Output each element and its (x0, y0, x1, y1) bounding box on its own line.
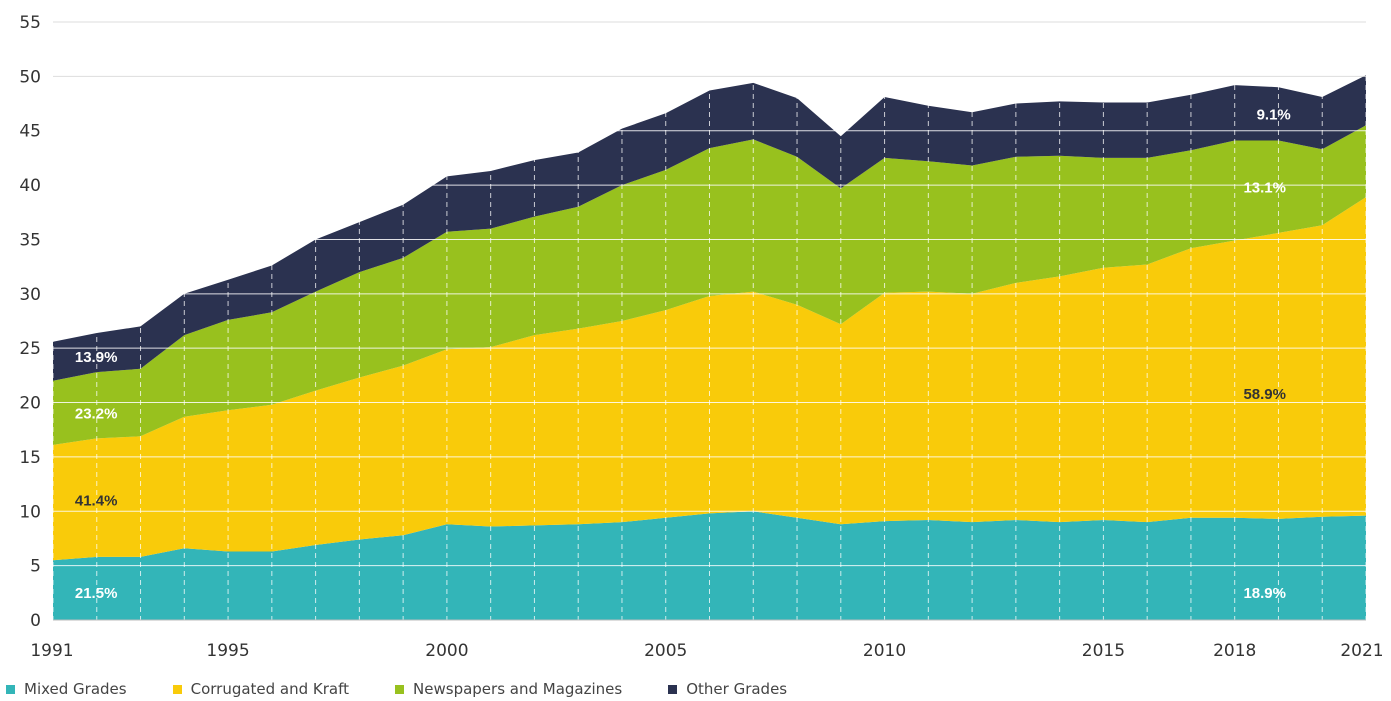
legend-item: Other Grades (668, 680, 787, 698)
y-tick-label: 5 (30, 557, 41, 577)
annotation-layer: 21.5% 41.4% 23.2% 13.9% 18.9% 58.9% 13.1% 9.1% (75, 106, 1291, 601)
x-tick-label: 2010 (863, 641, 906, 661)
area-corrugated-and-kraft (53, 197, 1366, 561)
x-tick-label: 2015 (1082, 641, 1125, 661)
x-tick-label: 1995 (206, 641, 249, 661)
legend-item: Newspapers and Magazines (395, 680, 622, 698)
y-tick-label: 35 (19, 230, 41, 250)
percent-label: 9.1% (1257, 106, 1291, 123)
legend-swatch (395, 684, 405, 694)
x-tick-label: 2021 (1340, 641, 1383, 661)
y-axis: 0 5 10 15 20 25 30 35 40 45 50 55 (19, 13, 41, 631)
percent-label: 23.2% (75, 405, 118, 422)
legend-label: Mixed Grades (24, 680, 127, 698)
y-tick-label: 40 (19, 176, 41, 196)
area-other-grades (53, 75, 1366, 381)
y-tick-label: 0 (30, 611, 41, 631)
y-tick-label: 55 (19, 13, 41, 33)
x-axis: 1991 1995 2000 2005 2010 2015 2018 2021 (30, 641, 1383, 661)
x-tick-label: 1991 (30, 641, 73, 661)
grid-layer (52, 21, 1367, 621)
legend: Mixed Grades Corrugated and Kraft Newspape… (6, 679, 833, 699)
percent-label: 13.1% (1243, 179, 1286, 196)
x-tick-label: 2005 (644, 641, 687, 661)
legend-item: Mixed Grades (6, 680, 127, 698)
x-tick-label: 2018 (1213, 641, 1256, 661)
y-tick-label: 30 (19, 285, 41, 305)
percent-label: 21.5% (75, 585, 118, 602)
y-tick-label: 25 (19, 339, 41, 359)
y-tick-label: 15 (19, 448, 41, 468)
y-tick-label: 45 (19, 122, 41, 142)
percent-label: 41.4% (75, 492, 118, 509)
y-tick-label: 20 (19, 394, 41, 414)
legend-item: Corrugated and Kraft (172, 680, 350, 698)
percent-label: 13.9% (75, 349, 118, 366)
legend-label: Other Grades (686, 680, 788, 698)
y-tick-label: 10 (19, 502, 41, 522)
legend-label: Newspapers and Magazines (413, 680, 623, 698)
x-tick-label: 2000 (425, 641, 468, 661)
legend-swatch (172, 684, 182, 694)
legend-label: Corrugated and Kraft (190, 680, 350, 698)
legend-swatch (6, 684, 15, 694)
percent-label: 58.9% (1243, 386, 1286, 403)
y-tick-label: 50 (19, 67, 41, 87)
percent-label: 18.9% (1243, 585, 1286, 602)
legend-swatch (668, 684, 678, 694)
